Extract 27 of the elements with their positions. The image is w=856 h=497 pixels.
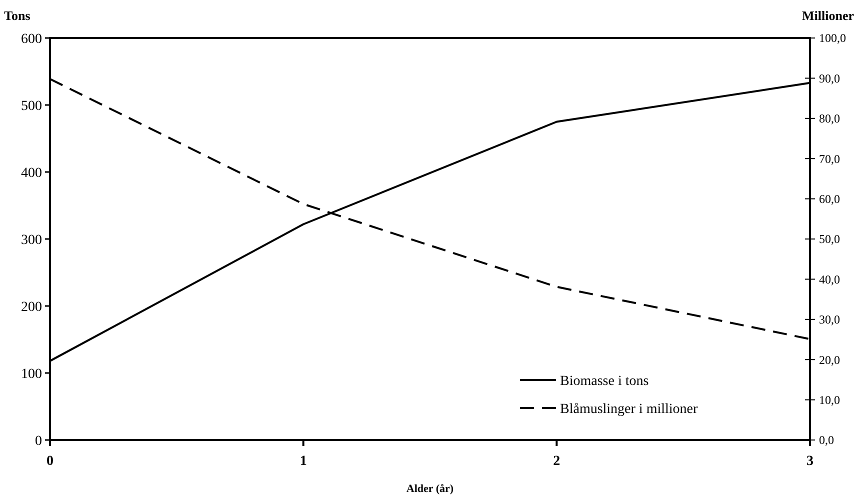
y-tick-label: 600 <box>21 32 42 47</box>
y2-tick-label: 10,0 <box>819 393 840 407</box>
legend-label: Biomasse i tons <box>560 374 649 389</box>
y-tick-label: 0 <box>35 434 42 449</box>
x-tick-label: 2 <box>553 454 560 469</box>
y2-axis-title: Millioner <box>802 8 854 23</box>
x-tick-label: 1 <box>300 454 307 469</box>
y2-tick-label: 60,0 <box>819 192 840 206</box>
y2-tick-label: 40,0 <box>819 272 840 286</box>
y-tick-label: 200 <box>21 300 42 315</box>
x-axis-title: Alder (år) <box>406 483 454 495</box>
y2-tick-label: 50,0 <box>819 232 840 246</box>
legend-label: Blåmuslinger i millioner <box>560 402 698 417</box>
y-axis-title: Tons <box>4 8 30 23</box>
y2-tick-label: 80,0 <box>819 112 840 126</box>
y2-tick-label: 70,0 <box>819 152 840 166</box>
y-tick-label: 300 <box>21 232 42 248</box>
x-tick-label: 0 <box>46 454 54 469</box>
y2-tick-label: 0,0 <box>819 433 834 448</box>
y2-tick-label: 90,0 <box>819 71 840 86</box>
y2-tick-label: 30,0 <box>819 312 840 327</box>
y-tick-label: 100 <box>21 366 42 382</box>
y2-tick-label: 100,0 <box>819 31 846 46</box>
y-tick-label: 400 <box>21 166 42 181</box>
y2-tick-label: 20,0 <box>819 352 840 367</box>
x-tick-label: 3 <box>806 454 814 469</box>
y-tick-label: 500 <box>21 98 42 114</box>
